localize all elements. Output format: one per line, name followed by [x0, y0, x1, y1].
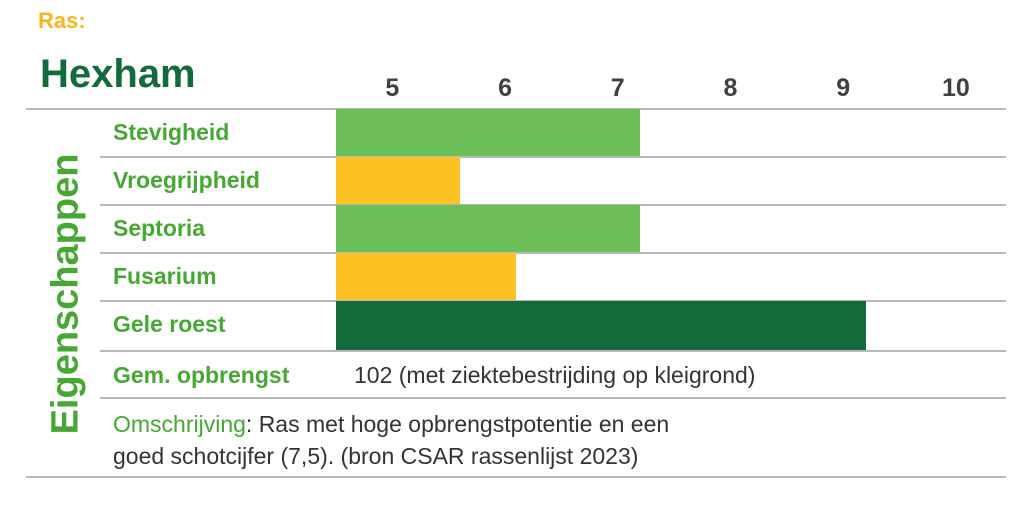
bar-septoria: [336, 205, 641, 252]
x-tick-label: 10: [941, 74, 970, 102]
bar-gele-roest: [336, 301, 866, 350]
yield-value: 102 (met ziektebestrijding op kleigrond): [354, 362, 756, 388]
description-line1: : Ras met hoge opbrengstpotentie en een: [245, 411, 670, 437]
x-tick-label: 5: [385, 74, 400, 102]
section-title: Eigenschappen: [44, 153, 87, 435]
yield-label: Gem. opbrengst: [113, 362, 290, 388]
description-label: Omschrijving: [113, 411, 246, 437]
category-label: Stevigheid: [113, 119, 230, 145]
description-line2: goed schotcijfer (7,5). (bron CSAR rasse…: [113, 443, 639, 469]
description: Omschrijving: Ras met hoge opbrengstpote…: [113, 408, 813, 472]
divider-row: [100, 252, 1006, 254]
category-label: Gele roest: [113, 311, 226, 337]
bar-vroegrijpheid: [336, 157, 460, 204]
x-tick-label: 6: [498, 74, 512, 102]
x-tick-label: 9: [836, 74, 851, 102]
x-tick-label: 7: [610, 74, 625, 102]
category-label: Septoria: [113, 215, 206, 241]
divider-row: [100, 350, 1006, 352]
category-label: Fusarium: [113, 263, 217, 289]
ras-label: Ras:: [38, 8, 86, 33]
x-tick-label: 8: [723, 74, 738, 102]
divider-row: [100, 156, 1006, 158]
variety-name: Hexham: [40, 52, 196, 96]
category-label: Vroegrijpheid: [113, 167, 260, 193]
divider-bottom: [26, 476, 1006, 478]
divider-row: [100, 397, 1006, 399]
bar-stevigheid: [336, 109, 641, 156]
bar-fusarium: [336, 253, 517, 300]
